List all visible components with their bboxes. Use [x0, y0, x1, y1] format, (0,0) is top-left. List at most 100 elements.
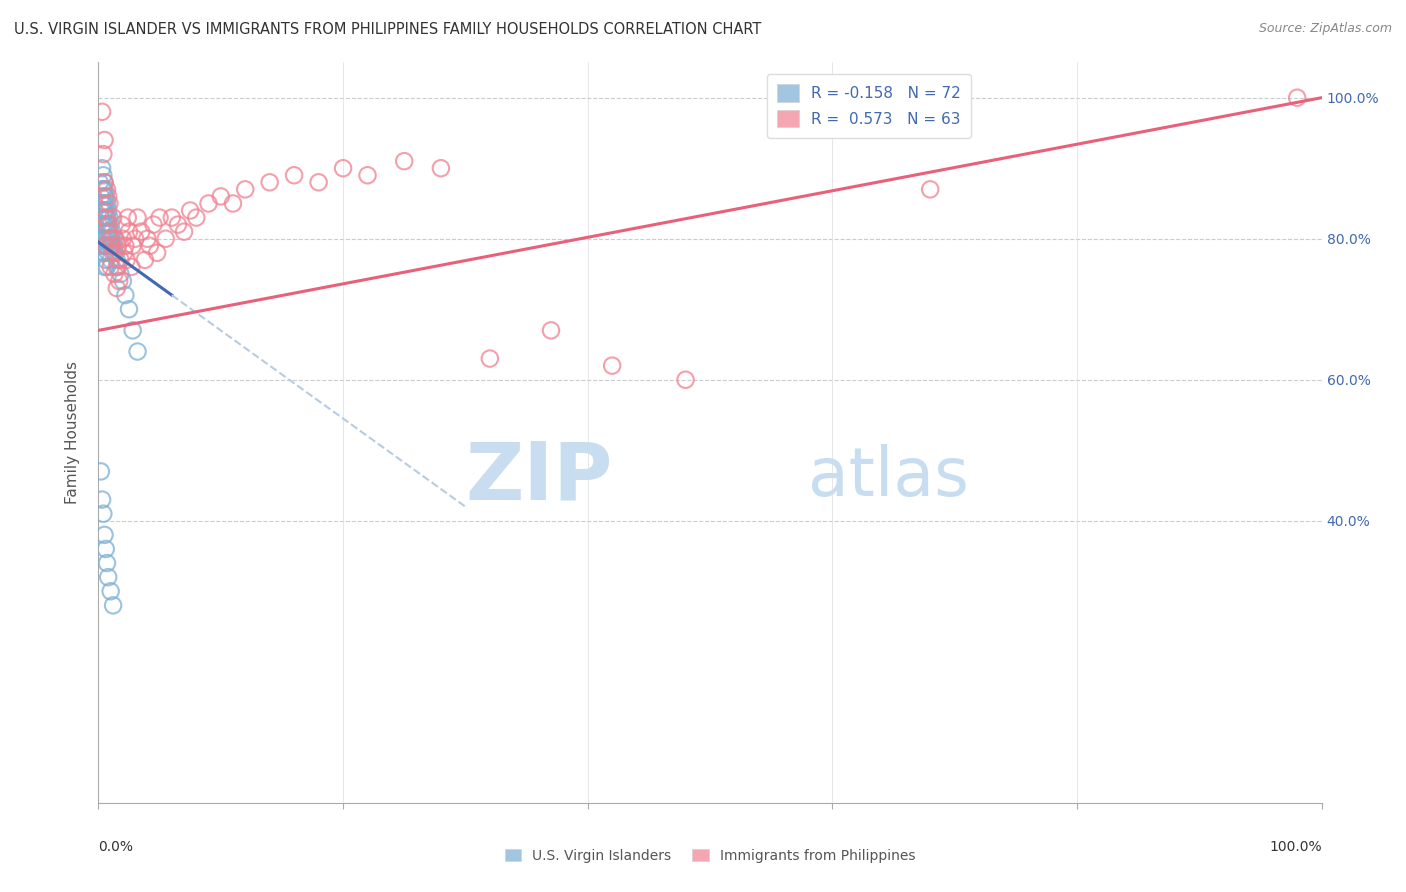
Point [111, 218, 134, 232]
Text: U.S. VIRGIN ISLANDER VS IMMIGRANTS FROM PHILIPPINES FAMILY HOUSEHOLDS CORRELATIO: U.S. VIRGIN ISLANDER VS IMMIGRANTS FROM … [14, 22, 762, 37]
Point [93, 133, 115, 147]
Point [1286, 91, 1309, 105]
Point [121, 239, 143, 253]
Point [356, 168, 378, 182]
Point [96, 225, 118, 239]
Point [93, 232, 115, 246]
Point [107, 239, 129, 253]
Point [160, 211, 183, 225]
Point [93, 196, 115, 211]
Point [91, 245, 114, 260]
Point [96, 196, 118, 211]
Point [94, 252, 117, 267]
Point [105, 260, 128, 274]
Point [98, 225, 121, 239]
Point [91, 182, 114, 196]
Point [104, 232, 127, 246]
Point [134, 252, 156, 267]
Point [283, 168, 305, 182]
Point [96, 239, 118, 253]
Point [94, 239, 117, 253]
Point [115, 252, 138, 267]
Point [600, 359, 623, 373]
Legend: R = -0.158   N = 72, R =  0.573   N = 63: R = -0.158 N = 72, R = 0.573 N = 63 [766, 74, 972, 138]
Text: 0.0%: 0.0% [98, 840, 134, 854]
Point [110, 252, 132, 267]
Point [93, 189, 115, 203]
Point [136, 232, 159, 246]
Text: atlas: atlas [808, 444, 969, 510]
Point [90, 203, 112, 218]
Point [98, 196, 121, 211]
Point [149, 211, 172, 225]
Point [93, 182, 115, 196]
Point [94, 232, 117, 246]
Point [111, 274, 134, 288]
Point [332, 161, 354, 176]
Point [100, 218, 122, 232]
Point [233, 182, 256, 196]
Point [91, 104, 114, 119]
Point [118, 302, 141, 317]
Point [94, 541, 117, 556]
Point [100, 239, 122, 253]
Point [392, 154, 416, 169]
Point [91, 507, 114, 521]
Point [120, 260, 142, 274]
Point [91, 161, 114, 176]
Point [110, 267, 132, 281]
Point [100, 232, 122, 246]
Point [179, 203, 201, 218]
Point [93, 260, 115, 274]
Point [94, 211, 117, 225]
Point [540, 323, 562, 337]
Point [93, 245, 115, 260]
Point [101, 232, 124, 246]
Point [97, 245, 120, 260]
Point [127, 211, 149, 225]
Point [97, 203, 120, 218]
Point [101, 211, 124, 225]
Point [167, 218, 190, 232]
Point [114, 288, 136, 302]
Point [98, 211, 121, 225]
Point [97, 189, 120, 203]
Point [97, 232, 120, 246]
Point [100, 260, 122, 274]
Point [101, 599, 124, 613]
Point [142, 218, 165, 232]
Point [90, 189, 112, 203]
Point [105, 252, 128, 267]
Point [121, 323, 143, 337]
Point [91, 239, 114, 253]
Point [94, 239, 117, 253]
Text: 100.0%: 100.0% [1270, 840, 1322, 854]
Point [93, 239, 115, 253]
Point [91, 232, 114, 246]
Point [146, 245, 169, 260]
Point [101, 239, 124, 253]
Point [209, 189, 232, 203]
Point [107, 260, 129, 274]
Point [91, 196, 114, 211]
Point [101, 245, 124, 260]
Point [96, 556, 118, 570]
Point [97, 218, 120, 232]
Point [103, 239, 125, 253]
Point [129, 225, 152, 239]
Point [197, 196, 219, 211]
Point [259, 175, 281, 189]
Point [91, 218, 114, 232]
Point [222, 196, 245, 211]
Point [89, 175, 111, 189]
Point [94, 189, 117, 203]
Point [96, 211, 118, 225]
Point [124, 232, 146, 246]
Point [112, 245, 135, 260]
Point [103, 267, 125, 281]
Point [91, 168, 114, 182]
Point [93, 203, 115, 218]
Point [127, 344, 149, 359]
Point [94, 218, 117, 232]
Point [101, 225, 124, 239]
